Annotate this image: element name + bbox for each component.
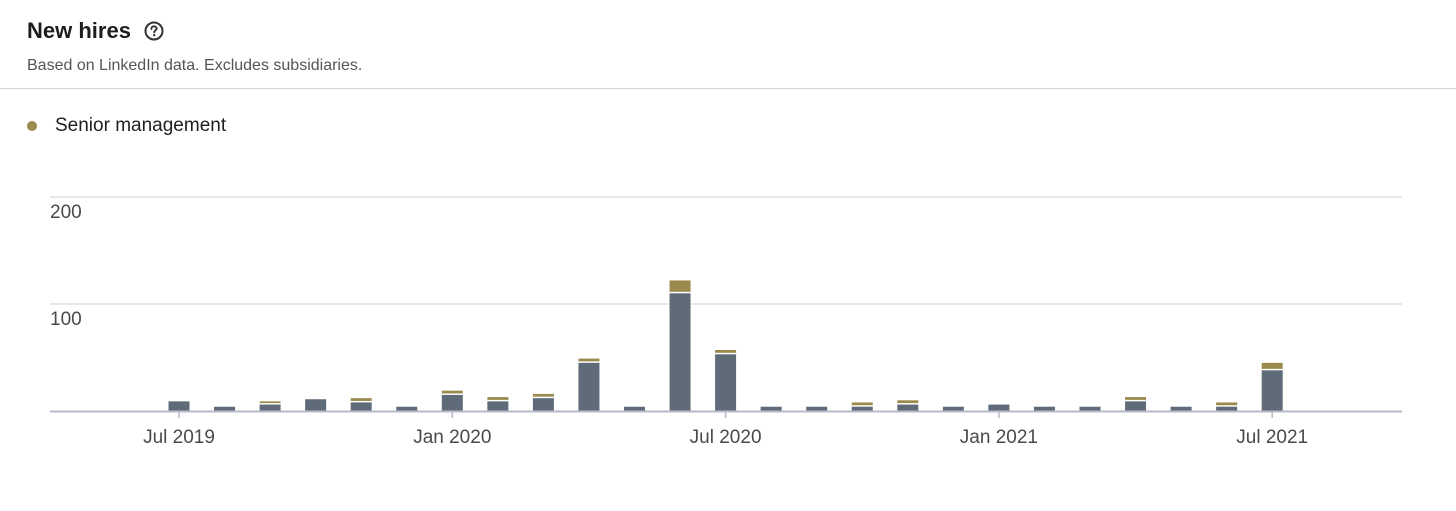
- bar-all-hires-2020-06[interactable]: [669, 293, 691, 411]
- x-tick-label-jan-2020: Jan 2020: [413, 427, 491, 448]
- bar-all-hires-2020-10[interactable]: [851, 406, 873, 411]
- chart-subtitle: Based on LinkedIn data. Excludes subsidi…: [27, 57, 363, 74]
- x-tick-label-jul-2019: Jul 2019: [143, 427, 215, 448]
- bar-senior-management-2020-07[interactable]: [715, 350, 737, 353]
- bar-all-hires-2019-10[interactable]: [305, 399, 327, 411]
- bar-all-hires-2019-07[interactable]: [168, 401, 190, 411]
- bar-all-hires-2020-01[interactable]: [441, 394, 463, 411]
- bars: [168, 280, 1283, 411]
- bar-senior-management-2020-03[interactable]: [532, 393, 554, 397]
- bar-senior-management-2020-06[interactable]: [669, 280, 691, 292]
- y-tick-label-200: 200: [50, 202, 82, 223]
- chart-title: New hires: [27, 18, 131, 43]
- bar-all-hires-2020-11[interactable]: [897, 404, 919, 411]
- bar-all-hires-2021-04[interactable]: [1125, 401, 1147, 411]
- bar-all-hires-2021-01[interactable]: [988, 404, 1010, 411]
- legend[interactable]: Senior management: [27, 115, 226, 137]
- bar-all-hires-2021-07[interactable]: [1261, 370, 1283, 411]
- bar-senior-management-2020-01[interactable]: [441, 390, 463, 394]
- bar-all-hires-2020-12[interactable]: [942, 406, 964, 411]
- header-divider: [0, 88, 1456, 89]
- bar-all-hires-2021-03[interactable]: [1079, 406, 1101, 411]
- bar-senior-management-2021-07[interactable]: [1261, 362, 1283, 369]
- bar-all-hires-2019-12[interactable]: [396, 406, 418, 411]
- bar-senior-management-2021-04[interactable]: [1125, 397, 1147, 400]
- bar-all-hires-2019-11[interactable]: [350, 402, 372, 411]
- bar-all-hires-2020-05[interactable]: [624, 406, 645, 411]
- bar-senior-management-2021-06[interactable]: [1216, 402, 1238, 406]
- bar-all-hires-2020-03[interactable]: [532, 398, 554, 411]
- bar-senior-management-2020-11[interactable]: [897, 400, 919, 404]
- bar-all-hires-2020-02[interactable]: [487, 401, 509, 411]
- x-tick-label-jul-2021: Jul 2021: [1236, 427, 1308, 448]
- x-axis-labels: Jul 2019 Jan 2020 Jul 2020 Jan 2021 Jul 2021: [143, 427, 1308, 448]
- bar-all-hires-2019-08[interactable]: [214, 406, 236, 411]
- bar-all-hires-2020-07[interactable]: [715, 354, 737, 411]
- chart-header: New hires: [27, 18, 165, 44]
- bar-senior-management-2019-11[interactable]: [350, 398, 372, 401]
- bar-all-hires-2020-08[interactable]: [760, 406, 782, 411]
- legend-swatch-senior-management: [27, 121, 37, 131]
- x-axis: [50, 410, 1402, 418]
- bar-all-hires-2021-02[interactable]: [1033, 406, 1055, 411]
- x-tick-label-jul-2020: Jul 2020: [690, 427, 762, 448]
- y-tick-label-100: 100: [50, 309, 82, 330]
- bar-senior-management-2020-04[interactable]: [578, 358, 600, 362]
- bar-all-hires-2020-04[interactable]: [578, 362, 600, 411]
- y-axis-labels: 100 200: [50, 202, 82, 330]
- bar-all-hires-2020-09[interactable]: [806, 406, 828, 411]
- bar-all-hires-2019-09[interactable]: [259, 404, 281, 411]
- bar-senior-management-2020-02[interactable]: [487, 397, 509, 400]
- title-row: New hires: [27, 18, 165, 44]
- bar-all-hires-2021-06[interactable]: [1216, 406, 1238, 411]
- legend-label-senior-management: Senior management: [55, 115, 227, 136]
- gridlines: [50, 196, 1402, 305]
- bar-senior-management-2019-09[interactable]: [259, 401, 281, 404]
- x-tick-label-jan-2021: Jan 2021: [960, 427, 1038, 448]
- question-circle-icon[interactable]: [143, 20, 165, 42]
- bar-all-hires-2021-05[interactable]: [1170, 406, 1192, 411]
- bar-senior-management-2020-10[interactable]: [851, 402, 873, 406]
